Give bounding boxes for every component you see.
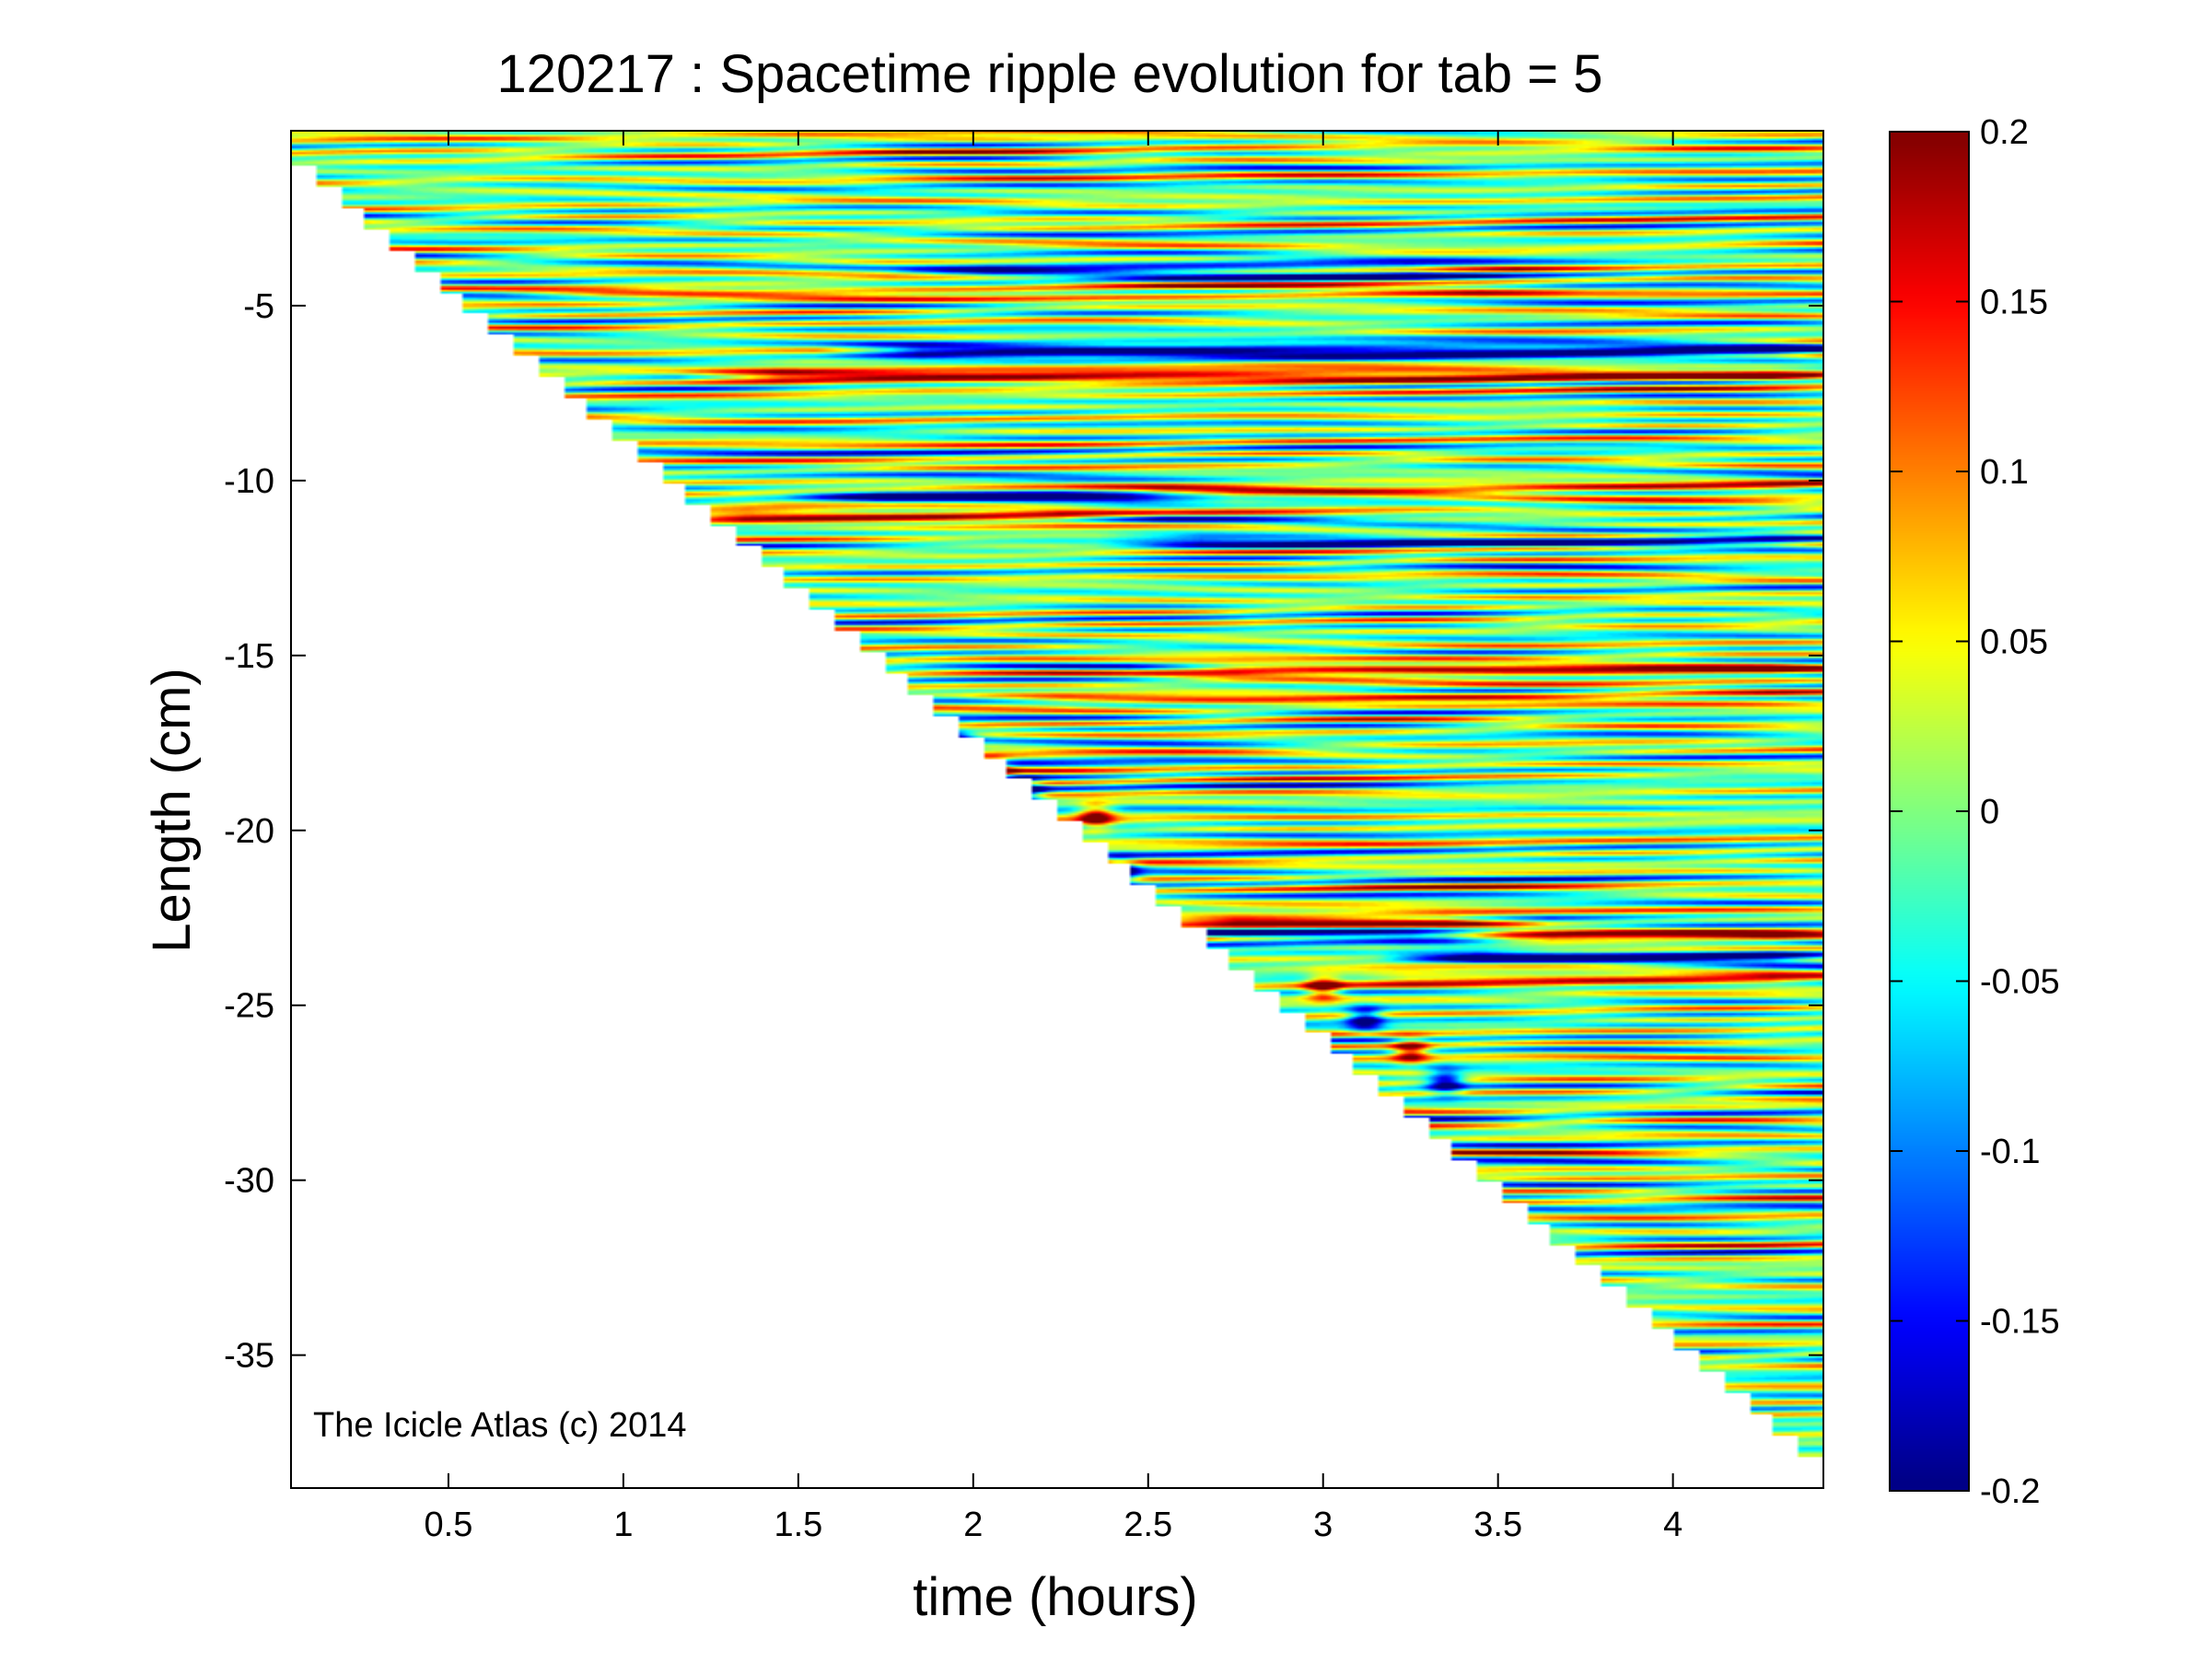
x-axis: 0.5 1 1.5 2 2.5 3 3.5 4 xyxy=(425,131,1682,1544)
x-tick-label: 3.5 xyxy=(1473,1506,1522,1544)
colorbar-tick-label: 0 xyxy=(1980,793,1999,832)
plot-frame xyxy=(290,130,1824,1489)
x-axis-label: time (hours) xyxy=(913,1567,1197,1627)
colorbar-tick-label: -0.15 xyxy=(1980,1303,2060,1342)
colorbar-tick-label: -0.1 xyxy=(1980,1133,2040,1171)
y-tick-label: -25 xyxy=(224,987,274,1026)
y-axis: -5 -10 -15 -20 -25 -30 -35 xyxy=(224,287,1823,1376)
copyright-annotation: The Icicle Atlas (c) 2014 xyxy=(313,1406,687,1445)
y-tick-label: -20 xyxy=(224,812,274,851)
x-tick-label: 4 xyxy=(1663,1506,1682,1544)
y-tick-label: -30 xyxy=(224,1162,274,1201)
x-tick-label: 1 xyxy=(613,1506,633,1544)
colorbar-tick-label: 0.05 xyxy=(1980,623,2048,662)
x-tick-label: 2 xyxy=(963,1506,983,1544)
y-tick-label: -5 xyxy=(243,287,274,326)
colorbar: 0.2 0.15 0.1 0.05 0 -0.05 -0.1 -0.15 -0.2 xyxy=(1889,113,2060,1511)
x-tick-label: 2.5 xyxy=(1123,1506,1172,1544)
colorbar-gradient xyxy=(1890,132,1969,1491)
colorbar-tick-label: -0.05 xyxy=(1980,963,2060,1002)
x-tick-label: 0.5 xyxy=(425,1506,473,1544)
y-tick-label: -15 xyxy=(224,637,274,676)
y-axis-label: Length (cm) xyxy=(142,668,202,952)
heatmap-image xyxy=(291,131,1823,1488)
colorbar-tick-label: 0.1 xyxy=(1980,453,2029,492)
y-tick-label: -35 xyxy=(224,1337,274,1376)
colorbar-tick-label: 0.15 xyxy=(1980,284,2048,322)
chart-title: 120217 : Spacetime ripple evolution for … xyxy=(496,44,1602,104)
colorbar-tick-label: -0.2 xyxy=(1980,1472,2040,1511)
y-tick-label: -10 xyxy=(224,462,274,501)
plot-area: The Icicle Atlas (c) 2014 xyxy=(290,130,1824,1489)
x-tick-label: 1.5 xyxy=(774,1506,822,1544)
colorbar-tick-label: 0.2 xyxy=(1980,113,2029,152)
x-tick-label: 3 xyxy=(1313,1506,1333,1544)
